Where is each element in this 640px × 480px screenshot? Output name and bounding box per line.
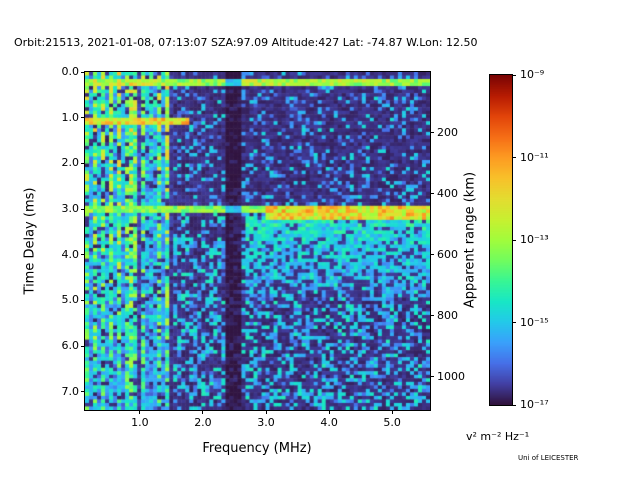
y-tick-label: 1.0 [61,110,80,124]
y-tick [81,254,85,256]
colorbar-tick-label: 10⁻¹⁷ [520,398,549,411]
y-right-tick [430,132,434,134]
y-right-tick [430,376,434,378]
colorbar-tick [512,404,516,406]
y-tick-label: 2.0 [61,156,80,170]
x-tick [139,410,141,414]
y-tick-label: 3.0 [61,202,80,216]
x-tick-label: 3.0 [257,416,275,429]
x-tick [391,410,393,414]
colorbar-tick-label: 10⁻¹⁵ [520,315,549,329]
colorbar-unit-label: v² m⁻² Hz⁻¹ [466,430,530,443]
y-right-tick-label: 800 [437,308,458,322]
y-right-tick-label: 400 [437,186,458,200]
x-axis-label: Frequency (MHz) [202,441,312,456]
y-tick [81,117,85,119]
colorbar-tick [512,239,516,241]
x-tick [265,410,267,414]
y-right-tick [430,254,434,256]
y-tick [81,208,85,210]
y-tick [81,71,85,73]
colorbar-tick [512,157,516,158]
x-tick [328,410,330,414]
y-tick-label: 4.0 [61,247,80,261]
x-tick-label: 5.0 [383,416,401,429]
y-tick-label: 6.0 [61,339,80,353]
y-tick-label: 0.0 [61,65,80,78]
y-tick-label: 7.0 [61,384,80,398]
colorbar-tick-label: 10⁻¹¹ [520,150,549,164]
colorbar-tick [512,74,516,76]
attribution-text: Uni of LEICESTER [518,454,579,462]
y-axis-label-left: Time Delay (ms) [22,187,38,295]
x-tick [202,410,204,414]
y-right-tick-label: 1000 [437,369,465,383]
y-tick [81,345,85,347]
y-right-tick-label: 200 [437,125,458,139]
x-tick-label: 4.0 [320,416,338,429]
y-tick [81,162,85,164]
colorbar-tick [512,322,516,323]
x-tick-label: 1.0 [131,416,149,429]
y-right-tick-label: 600 [437,247,458,261]
chart-title: Orbit:21513, 2021-01-08, 07:13:07 SZA:97… [14,36,478,49]
y-right-tick [430,193,434,195]
colorbar-canvas [490,75,512,405]
x-tick-label: 2.0 [194,416,212,429]
spectrogram-canvas [85,72,430,410]
colorbar-tick-label: 10⁻¹³ [520,233,549,246]
y-tick [81,299,85,301]
y-right-tick [430,315,434,317]
y-tick-label: 5.0 [61,293,80,307]
y-tick [81,391,85,393]
colorbar-tick-label: 10⁻⁹ [520,68,545,81]
